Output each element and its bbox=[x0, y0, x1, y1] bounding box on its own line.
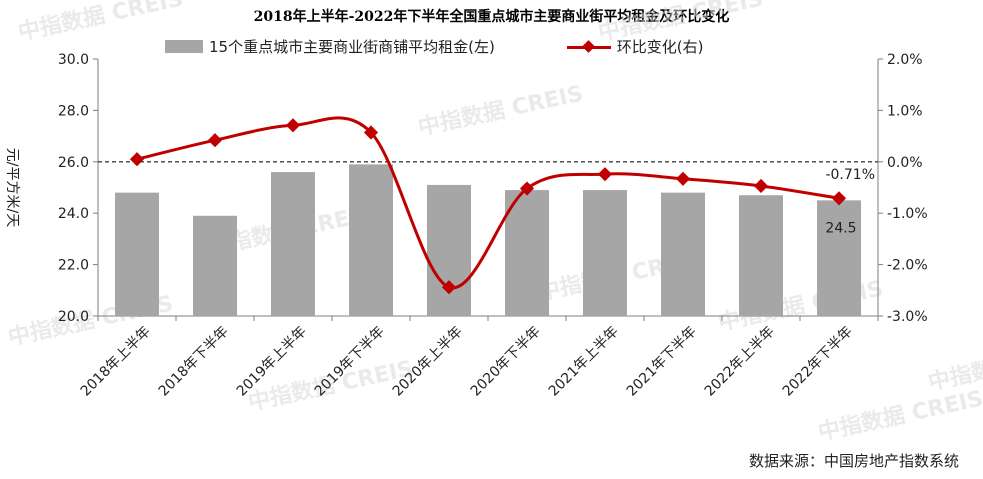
left-tick-label: 20.0 bbox=[58, 309, 89, 325]
watermark-text: 中指数据 CREIS bbox=[596, 0, 766, 46]
line-point-marker bbox=[207, 133, 223, 148]
right-tick-label: -2.0% bbox=[887, 258, 928, 274]
x-tick-label: 2020年下半年 bbox=[468, 324, 544, 400]
left-tick-label: 28.0 bbox=[58, 103, 89, 119]
watermark-text: 中指数据 CREIS bbox=[16, 0, 186, 46]
line-series-path bbox=[136, 116, 840, 290]
bar bbox=[349, 164, 393, 316]
right-tick-label: 1.0% bbox=[887, 103, 923, 119]
line-point-marker bbox=[597, 167, 613, 182]
right-tick-label: -3.0% bbox=[887, 309, 928, 325]
line-point-marker bbox=[675, 171, 691, 186]
line-point-marker bbox=[363, 125, 379, 140]
data-source: 数据来源：中国房地产指数系统 bbox=[748, 452, 959, 470]
left-tick-label: 22.0 bbox=[58, 258, 89, 274]
line-point-marker bbox=[129, 152, 145, 167]
bar bbox=[505, 190, 549, 316]
watermark-text: 中指数据 CREIS bbox=[816, 386, 983, 446]
chart-title: 2018年上半年-2022年下半年全国重点城市主要商业街平均租金及环比变化 bbox=[253, 9, 730, 25]
legend-line-label: 环比变化(右) bbox=[616, 38, 704, 56]
y-axis-title: 元/平方米/天 bbox=[4, 148, 20, 227]
bar bbox=[583, 190, 627, 316]
bar bbox=[817, 200, 861, 316]
legend-bar-swatch bbox=[165, 40, 203, 53]
watermark-text: 中指数据 CREIS bbox=[416, 81, 586, 141]
line-point-marker bbox=[441, 280, 457, 295]
x-tick-label: 2022年上半年 bbox=[702, 324, 778, 400]
x-tick-label: 2018年下半年 bbox=[156, 324, 232, 400]
x-tick-label: 2018年上半年 bbox=[78, 324, 154, 400]
legend-line-swatch bbox=[566, 40, 611, 54]
line-point-marker bbox=[519, 181, 535, 196]
legend-bar-label: 15个重点城市主要商业街商铺平均租金(左) bbox=[209, 38, 495, 56]
labels-layer: 24.5 -0.71% bbox=[825, 167, 875, 237]
x-tick-label: 2022年下半年 bbox=[780, 324, 856, 400]
right-tick-label: 2.0% bbox=[887, 52, 923, 68]
left-tick-label: 30.0 bbox=[58, 52, 89, 68]
left-tick-label: 24.0 bbox=[58, 206, 89, 222]
line-point-marker bbox=[753, 178, 769, 194]
right-tick-label: 0.0% bbox=[887, 155, 923, 171]
right-tick-label: -1.0% bbox=[887, 206, 928, 222]
bar bbox=[271, 172, 315, 316]
x-tick-label: 2021年下半年 bbox=[624, 324, 700, 400]
bar-value-label: 24.5 bbox=[825, 220, 856, 236]
line-value-label: -0.71% bbox=[825, 167, 875, 183]
line-point-marker bbox=[831, 191, 847, 206]
left-tick-label: 26.0 bbox=[58, 155, 89, 171]
bar bbox=[115, 192, 159, 316]
line-layer bbox=[129, 116, 847, 295]
bar bbox=[661, 192, 705, 316]
chart-legend: 15个重点城市主要商业街商铺平均租金(左) 环比变化(右) bbox=[165, 36, 704, 57]
x-tick-label: 2021年上半年 bbox=[546, 324, 622, 400]
bar bbox=[193, 215, 237, 316]
bar bbox=[739, 195, 783, 316]
bar bbox=[427, 184, 471, 316]
line-point-marker bbox=[285, 118, 301, 133]
bars-layer bbox=[115, 164, 861, 316]
